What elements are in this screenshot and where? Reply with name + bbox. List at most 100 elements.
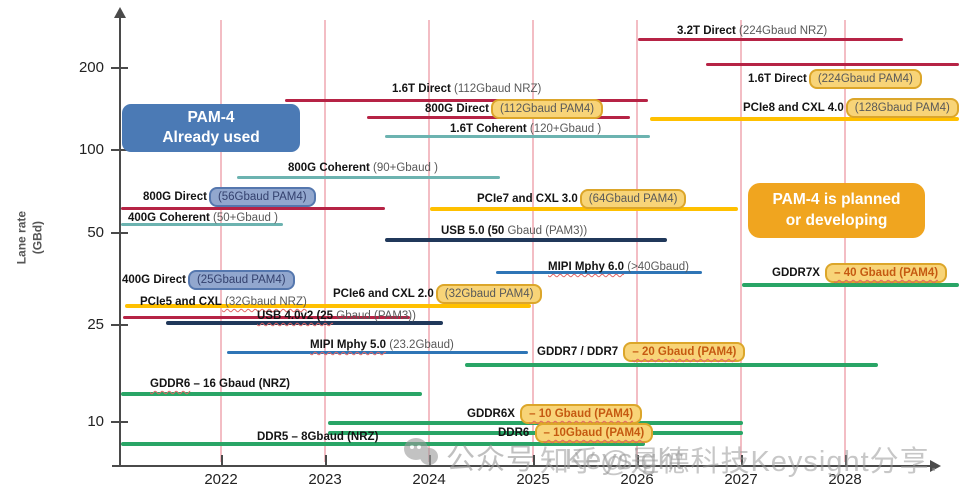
annotation-pam4-planned: PAM-4 is planned or developing [748, 183, 925, 238]
highlight-box: (32Gbaud PAM4) [435, 284, 543, 304]
series-label-pcie5-cxl: PCIe5 and CXL (32Gbaud NRZ) [140, 291, 307, 313]
series-spec: (50+Gbaud ) [209, 212, 278, 224]
series-name: PCIe8 and CXL 4.0 [743, 102, 844, 114]
series-label-gddr7-ddr7: GDDR7 / DDR7 – 20 Gbaud (PAM4) [537, 341, 746, 363]
highlight-box: – 10Gbaud (PAM4) [534, 423, 654, 443]
watermark-wechat: 公众号 · Keysight [446, 444, 684, 476]
series-label-usb-50: USB 5.0 (50 Gbaud (PAM3)) [441, 220, 587, 242]
highlight-box: – 10 Gbaud (PAM4) [520, 404, 643, 424]
y-tick [111, 67, 128, 69]
y-tick-label: 50 [87, 224, 104, 241]
series-label-ddr6: DDR6 – 10Gbaud (PAM4) [498, 422, 654, 444]
series-line-1-6t-direct-nrz [285, 98, 648, 102]
series-name: 400G Direct [122, 274, 186, 286]
x-axis [112, 465, 934, 467]
series-spec: (32Gbaud NRZ) [221, 296, 307, 308]
highlight-box: – 40 Gbaud (PAM4) [825, 263, 948, 283]
y-tick [111, 421, 128, 423]
series-name: PCIe6 and CXL 2.0 [333, 288, 434, 300]
y-tick [111, 324, 128, 326]
series-name: GDDR7X [772, 267, 824, 279]
gridline-2027 [740, 20, 742, 462]
series-line-pcie5-cxl [125, 304, 447, 308]
y-axis-arrow-icon [114, 7, 126, 18]
annotation-line: PAM-4 is planned [772, 191, 901, 209]
series-line-pcie7-cxl30 [430, 207, 738, 211]
series-label-gddr7x: GDDR7X – 40 Gbaud (PAM4) [772, 262, 948, 284]
series-spec: (112Gbaud NRZ) [450, 83, 542, 95]
y-tick-label: 200 [78, 59, 104, 76]
series-line-ddr5 [121, 442, 645, 446]
series-name: PCIe7 and CXL 3.0 [477, 193, 578, 205]
series-name: GDDR6 [150, 378, 191, 390]
x-tick [845, 455, 847, 466]
series-line-gddr7x [742, 283, 959, 287]
series-line-mipi-mphy-50 [227, 350, 528, 354]
series-label-800g-coherent: 800G Coherent (90+Gbaud ) [288, 157, 438, 179]
highlight-box: (112Gbaud PAM4) [490, 99, 604, 119]
x-tick-label: 2025 [516, 471, 550, 488]
highlight-box: (25Gbaud PAM4) [187, 270, 295, 290]
series-line-usb-50 [385, 238, 667, 242]
series-line-mipi-mphy-60 [496, 270, 702, 274]
x-tick-label: 2024 [412, 471, 446, 488]
highlight-box: – 20 Gbaud (PAM4) [623, 342, 746, 362]
series-label-pcie6-cxl20: PCIe6 and CXL 2.0 (32Gbaud PAM4) [333, 283, 543, 305]
y-axis-title-line1: Lane rate [14, 210, 29, 265]
series-spec: (56Gbaud PAM4) [217, 191, 307, 203]
highlight-box: (56Gbaud PAM4) [208, 187, 316, 207]
series-line-800g-direct-56g [121, 206, 385, 210]
series-label-1-6t-coherent: 1.6T Coherent (120+Gbaud ) [450, 118, 601, 140]
y-tick-label: 10 [87, 413, 104, 430]
series-name: 800G Coherent [288, 162, 370, 174]
series-name: PCIe5 and CXL [140, 296, 222, 308]
series-spec: – 16 Gbaud (NRZ) [190, 378, 290, 390]
series-name: 3.2T Direct [677, 25, 736, 37]
gridline-2022 [220, 20, 222, 462]
series-line-pcie8-cxl40 [650, 117, 959, 121]
series-name: USB 5.0 (50 [441, 225, 505, 237]
x-tick-label: 2023 [308, 471, 342, 488]
highlight-box: (224Gbaud PAM4) [808, 69, 922, 89]
series-label-400g-direct: 400G Direct (25Gbaud PAM4) [122, 269, 295, 291]
series-label-800g-direct-56g: 800G Direct (56Gbaud PAM4) [143, 186, 316, 208]
x-tick [533, 455, 535, 466]
series-label-usb-40v2: USB 4.0v2 (25 Gbaud (PAM3)) [257, 305, 416, 327]
x-tick [637, 455, 639, 466]
series-spec: (90+Gbaud ) [369, 162, 438, 174]
series-line-1-6t-direct-pam4 [706, 62, 959, 66]
series-label-gddr6: GDDR6 – 16 Gbaud (NRZ) [150, 373, 290, 395]
y-tick [111, 232, 128, 234]
series-name: 400G Coherent [128, 212, 210, 224]
y-axis-title-line2: (GBd) [30, 220, 44, 255]
x-tick-label: 2022 [204, 471, 238, 488]
series-line-gddr6 [121, 392, 422, 396]
series-name: 1.6T Coherent [450, 123, 527, 135]
series-spec: (112Gbaud PAM4) [499, 103, 595, 115]
series-label-pcie7-cxl30: PCIe7 and CXL 3.0 (64Gbaud PAM4) [477, 188, 687, 210]
series-name: 1.6T Direct [748, 73, 807, 85]
y-axis-title: Lane rate (GBd) [14, 194, 45, 282]
x-axis-arrow-icon [930, 460, 941, 472]
highlight-box: (128Gbaud PAM4) [845, 98, 959, 118]
series-name: 800G Direct [425, 103, 489, 115]
series-line-800g-coherent [237, 175, 500, 179]
highlight-box: (64Gbaud PAM4) [579, 189, 687, 209]
series-label-400g-coherent: 400G Coherent (50+Gbaud ) [128, 207, 278, 229]
series-spec: (128Gbaud PAM4) [854, 102, 950, 114]
annotation-line: PAM-4 [187, 108, 235, 126]
y-axis [119, 16, 121, 467]
series-line-gddr7-ddr7 [465, 363, 878, 367]
x-tick [741, 455, 743, 466]
series-spec: (64Gbaud PAM4) [588, 193, 678, 205]
gridline-2028 [844, 20, 846, 462]
series-label-800g-direct-pam4: 800G Direct (112Gbaud PAM4) [425, 98, 604, 120]
series-name: DDR6 [498, 427, 533, 439]
series-label-pcie8-cxl40: PCIe8 and CXL 4.0 (128Gbaud PAM4) [743, 97, 959, 119]
annotation-line: or developing [785, 211, 888, 229]
series-spec: (224Gbaud NRZ) [735, 25, 828, 37]
series-line-usb-40v2 [166, 321, 443, 325]
series-spec: – 10 Gbaud (PAM4) [529, 408, 634, 420]
